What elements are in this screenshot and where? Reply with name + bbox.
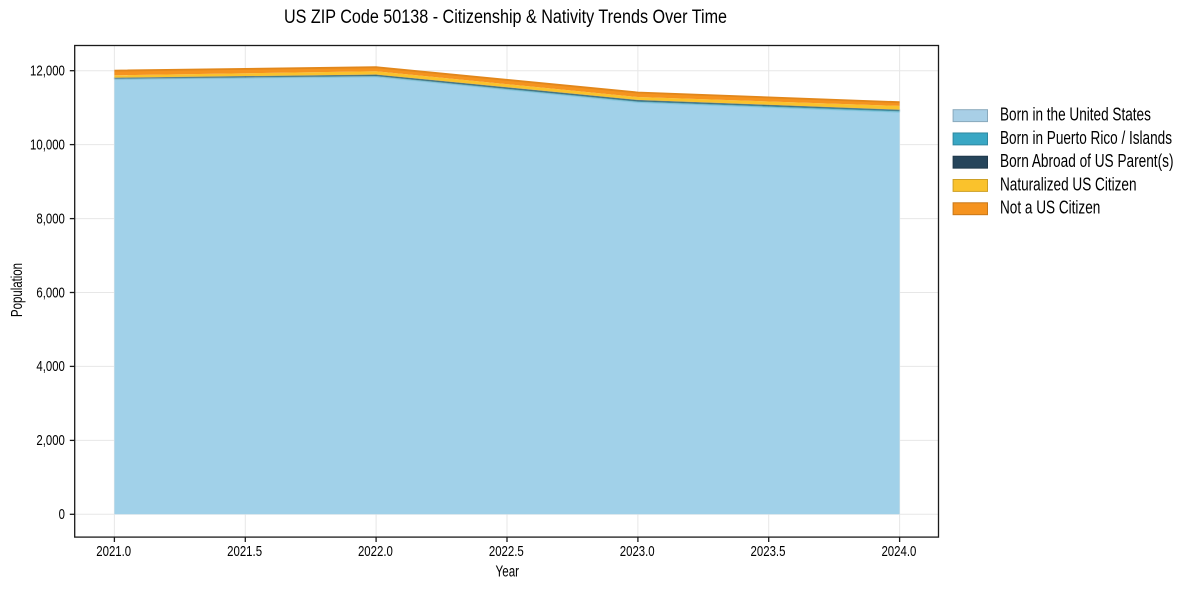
svg-text:Population: Population [9, 263, 26, 317]
svg-text:10,000: 10,000 [30, 137, 65, 153]
svg-text:US ZIP Code 50138 - Citizenshi: US ZIP Code 50138 - Citizenship & Nativi… [284, 7, 727, 28]
svg-text:2022.0: 2022.0 [358, 544, 393, 560]
svg-text:Year: Year [496, 564, 520, 581]
svg-text:2021.0: 2021.0 [96, 544, 131, 560]
svg-text:8,000: 8,000 [36, 211, 65, 227]
svg-text:2023.5: 2023.5 [751, 544, 786, 560]
svg-text:2021.5: 2021.5 [227, 544, 262, 560]
svg-text:2022.5: 2022.5 [489, 544, 524, 560]
svg-text:Born in the United States: Born in the United States [1000, 105, 1151, 125]
svg-text:0: 0 [59, 507, 65, 523]
svg-text:12,000: 12,000 [30, 64, 65, 80]
svg-text:Naturalized US Citizen: Naturalized US Citizen [1000, 174, 1137, 194]
svg-text:2,000: 2,000 [36, 433, 65, 449]
svg-text:2024.0: 2024.0 [881, 544, 916, 560]
svg-text:4,000: 4,000 [36, 359, 65, 375]
svg-text:2023.0: 2023.0 [620, 544, 655, 560]
svg-text:Not a US Citizen: Not a US Citizen [1000, 198, 1100, 218]
svg-text:6,000: 6,000 [36, 285, 65, 301]
svg-text:Born in Puerto Rico / Islands: Born in Puerto Rico / Islands [1000, 128, 1172, 148]
svg-text:Born Abroad of US Parent(s): Born Abroad of US Parent(s) [1000, 151, 1174, 171]
